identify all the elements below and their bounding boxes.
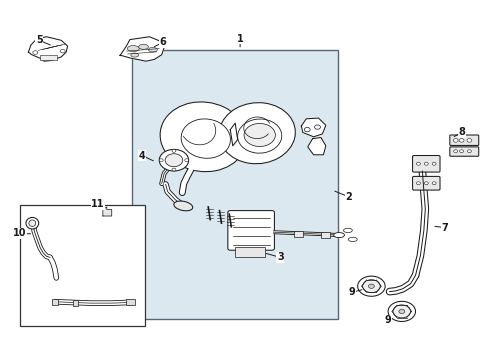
Ellipse shape	[348, 237, 357, 242]
Circle shape	[159, 159, 163, 162]
Circle shape	[467, 150, 471, 153]
Text: 9: 9	[385, 315, 392, 325]
Bar	[126, 299, 135, 305]
Ellipse shape	[238, 119, 282, 153]
Circle shape	[33, 51, 38, 54]
Circle shape	[165, 154, 183, 167]
Text: 6: 6	[159, 37, 166, 48]
FancyBboxPatch shape	[413, 176, 440, 190]
Circle shape	[416, 162, 420, 165]
Circle shape	[368, 284, 374, 288]
Polygon shape	[301, 118, 326, 137]
Polygon shape	[308, 138, 326, 155]
Circle shape	[467, 139, 472, 142]
Ellipse shape	[139, 44, 148, 49]
Bar	[235, 247, 265, 257]
FancyBboxPatch shape	[450, 147, 479, 156]
Circle shape	[304, 127, 310, 132]
Ellipse shape	[334, 233, 344, 238]
Circle shape	[432, 162, 436, 165]
Circle shape	[432, 182, 436, 185]
Circle shape	[393, 305, 411, 318]
Polygon shape	[103, 207, 112, 216]
Circle shape	[454, 150, 458, 153]
Circle shape	[172, 168, 176, 171]
Circle shape	[358, 276, 385, 296]
FancyBboxPatch shape	[450, 135, 479, 145]
FancyBboxPatch shape	[413, 156, 440, 172]
Text: 9: 9	[348, 287, 355, 297]
Circle shape	[460, 150, 464, 153]
Ellipse shape	[29, 220, 36, 226]
Ellipse shape	[26, 217, 39, 229]
Circle shape	[244, 123, 275, 147]
Ellipse shape	[343, 228, 352, 233]
Text: 11: 11	[91, 199, 105, 210]
Text: 4: 4	[139, 150, 146, 161]
Bar	[321, 232, 330, 238]
Circle shape	[399, 309, 405, 314]
Text: 2: 2	[345, 192, 352, 202]
Ellipse shape	[181, 119, 230, 158]
Text: 8: 8	[458, 127, 465, 138]
Circle shape	[388, 301, 416, 321]
Circle shape	[60, 49, 65, 53]
Text: 1: 1	[237, 33, 244, 44]
Polygon shape	[230, 123, 238, 146]
Circle shape	[424, 162, 428, 165]
Circle shape	[363, 280, 380, 293]
Bar	[132, 50, 338, 319]
Bar	[20, 205, 145, 326]
Text: 3: 3	[277, 252, 284, 262]
Circle shape	[185, 159, 189, 162]
Circle shape	[453, 139, 458, 142]
Circle shape	[416, 182, 420, 185]
Circle shape	[315, 125, 320, 129]
Ellipse shape	[174, 201, 193, 211]
FancyBboxPatch shape	[228, 211, 274, 250]
Circle shape	[424, 182, 428, 185]
Ellipse shape	[160, 102, 246, 172]
Ellipse shape	[219, 103, 295, 164]
Polygon shape	[28, 37, 68, 61]
Text: 10: 10	[13, 228, 26, 238]
Text: 7: 7	[441, 222, 448, 233]
Ellipse shape	[148, 48, 157, 52]
Ellipse shape	[127, 46, 139, 51]
Circle shape	[172, 149, 176, 152]
Bar	[40, 55, 57, 60]
Bar	[52, 299, 58, 305]
Bar	[73, 300, 78, 306]
Text: 5: 5	[36, 35, 43, 45]
Bar	[294, 231, 303, 237]
Ellipse shape	[131, 53, 139, 57]
Circle shape	[159, 149, 189, 171]
Polygon shape	[120, 37, 164, 61]
Circle shape	[459, 139, 464, 142]
